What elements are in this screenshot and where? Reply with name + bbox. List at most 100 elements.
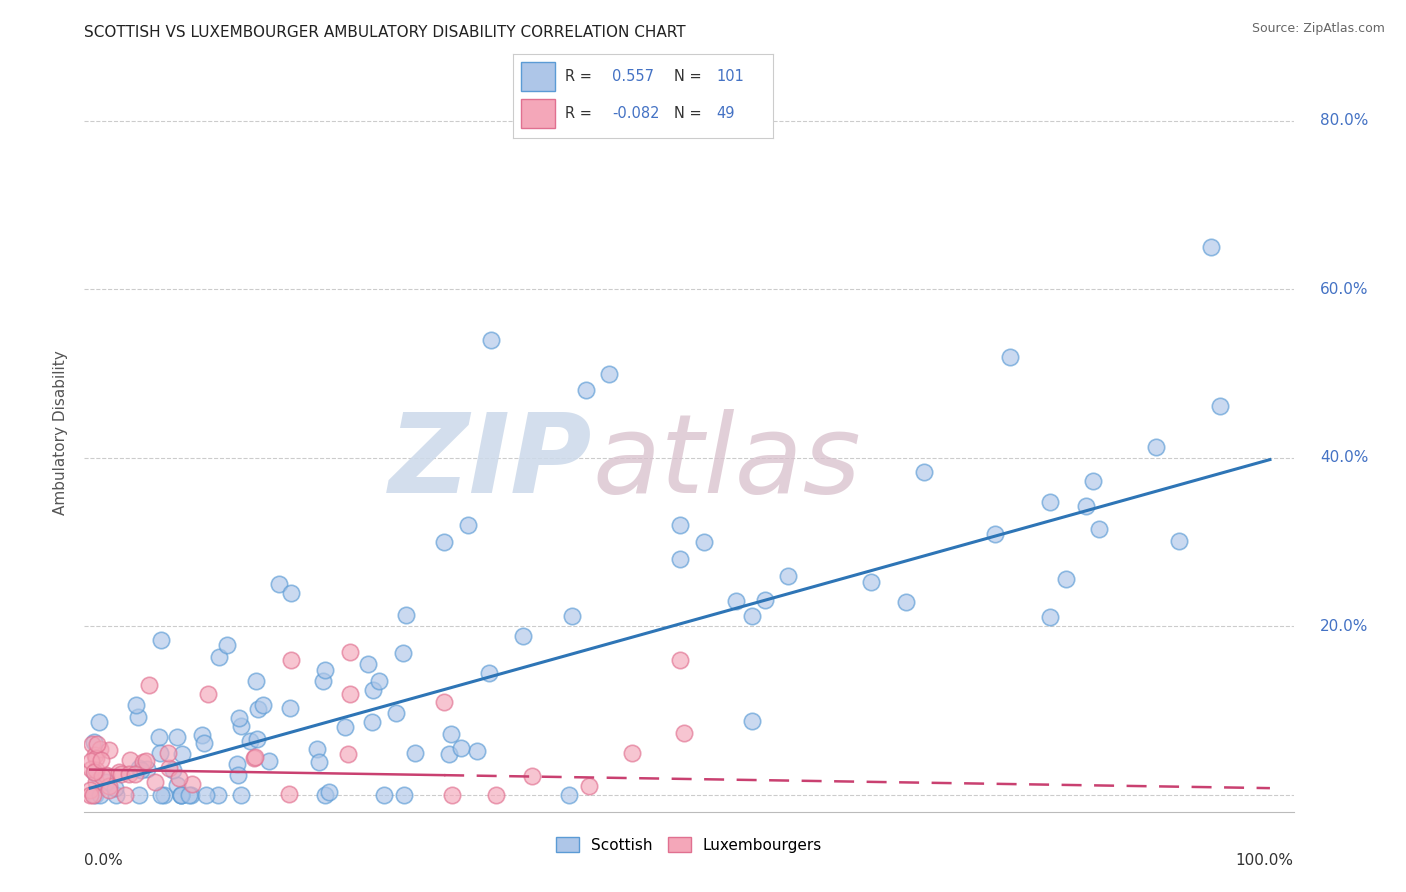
Point [157, 746, 180, 760]
Point [94, 768, 117, 782]
Text: 0.0%: 0.0% [84, 854, 124, 869]
Point [170, 788, 193, 802]
Point [226, 768, 249, 782]
Point [1209, 399, 1232, 413]
Point [143, 775, 166, 789]
Point [79, 754, 101, 768]
Point [692, 535, 714, 549]
Bar [522, 99, 555, 128]
Point [82, 788, 104, 802]
Point [336, 747, 359, 761]
Point [741, 608, 763, 623]
Point [246, 702, 269, 716]
Point [373, 788, 395, 802]
Point [305, 742, 328, 756]
Point [135, 755, 157, 769]
Point [245, 674, 267, 689]
Point [167, 771, 190, 785]
Point [128, 788, 150, 802]
Point [520, 769, 543, 783]
Point [149, 746, 172, 760]
Point [107, 764, 129, 779]
Point [318, 785, 340, 799]
Point [177, 788, 200, 802]
Point [114, 788, 136, 802]
Text: 40.0%: 40.0% [1320, 450, 1368, 466]
Point [479, 333, 502, 347]
Point [180, 777, 202, 791]
Point [368, 673, 391, 688]
Point [575, 384, 598, 398]
Point [87, 715, 110, 730]
Point [166, 778, 188, 792]
Point [450, 741, 472, 756]
Point [669, 518, 692, 533]
Point [280, 701, 302, 715]
Point [231, 788, 253, 802]
Point [166, 730, 188, 744]
Point [243, 751, 266, 765]
Point [1167, 534, 1189, 549]
Bar [522, 62, 555, 91]
Point [404, 746, 426, 760]
Point [267, 577, 290, 591]
Point [229, 719, 252, 733]
Point [277, 787, 299, 801]
Point [578, 779, 600, 793]
Point [280, 653, 302, 667]
Point [89, 742, 111, 756]
Text: R =: R = [565, 69, 592, 84]
Point [152, 788, 174, 802]
Point [392, 788, 415, 802]
Point [439, 747, 461, 761]
Point [127, 709, 149, 723]
Point [512, 630, 534, 644]
Point [561, 609, 583, 624]
Point [314, 663, 336, 677]
Point [193, 736, 215, 750]
Point [83, 747, 105, 762]
Point [433, 695, 456, 709]
Point [191, 728, 214, 742]
Point [485, 788, 508, 802]
Point [1081, 474, 1104, 488]
Point [778, 569, 800, 583]
Point [84, 751, 107, 765]
Point [170, 747, 193, 762]
Point [110, 767, 132, 781]
Text: R =: R = [565, 106, 592, 121]
Point [84, 774, 107, 789]
Point [96, 775, 118, 789]
Point [669, 653, 692, 667]
Point [80, 762, 103, 776]
Point [225, 757, 247, 772]
Point [392, 646, 415, 660]
Point [97, 779, 120, 793]
Text: 100.0%: 100.0% [1236, 854, 1294, 869]
Point [162, 763, 184, 777]
Point [90, 753, 112, 767]
Point [465, 744, 488, 758]
Point [1087, 522, 1109, 536]
Point [360, 715, 382, 730]
Point [673, 726, 696, 740]
Point [598, 367, 620, 381]
Point [128, 761, 150, 775]
Point [1076, 499, 1098, 513]
Point [333, 720, 356, 734]
Point [246, 731, 269, 746]
Point [1199, 240, 1222, 254]
Text: 60.0%: 60.0% [1320, 282, 1368, 297]
Point [239, 733, 262, 747]
Point [395, 607, 418, 622]
Point [90, 769, 112, 783]
Point [741, 714, 763, 729]
Point [149, 633, 172, 648]
Point [314, 788, 336, 802]
Text: 0.557: 0.557 [612, 69, 654, 84]
Point [98, 783, 121, 797]
Point [79, 783, 101, 797]
Point [558, 788, 581, 802]
Point [441, 788, 464, 802]
Point [478, 666, 501, 681]
